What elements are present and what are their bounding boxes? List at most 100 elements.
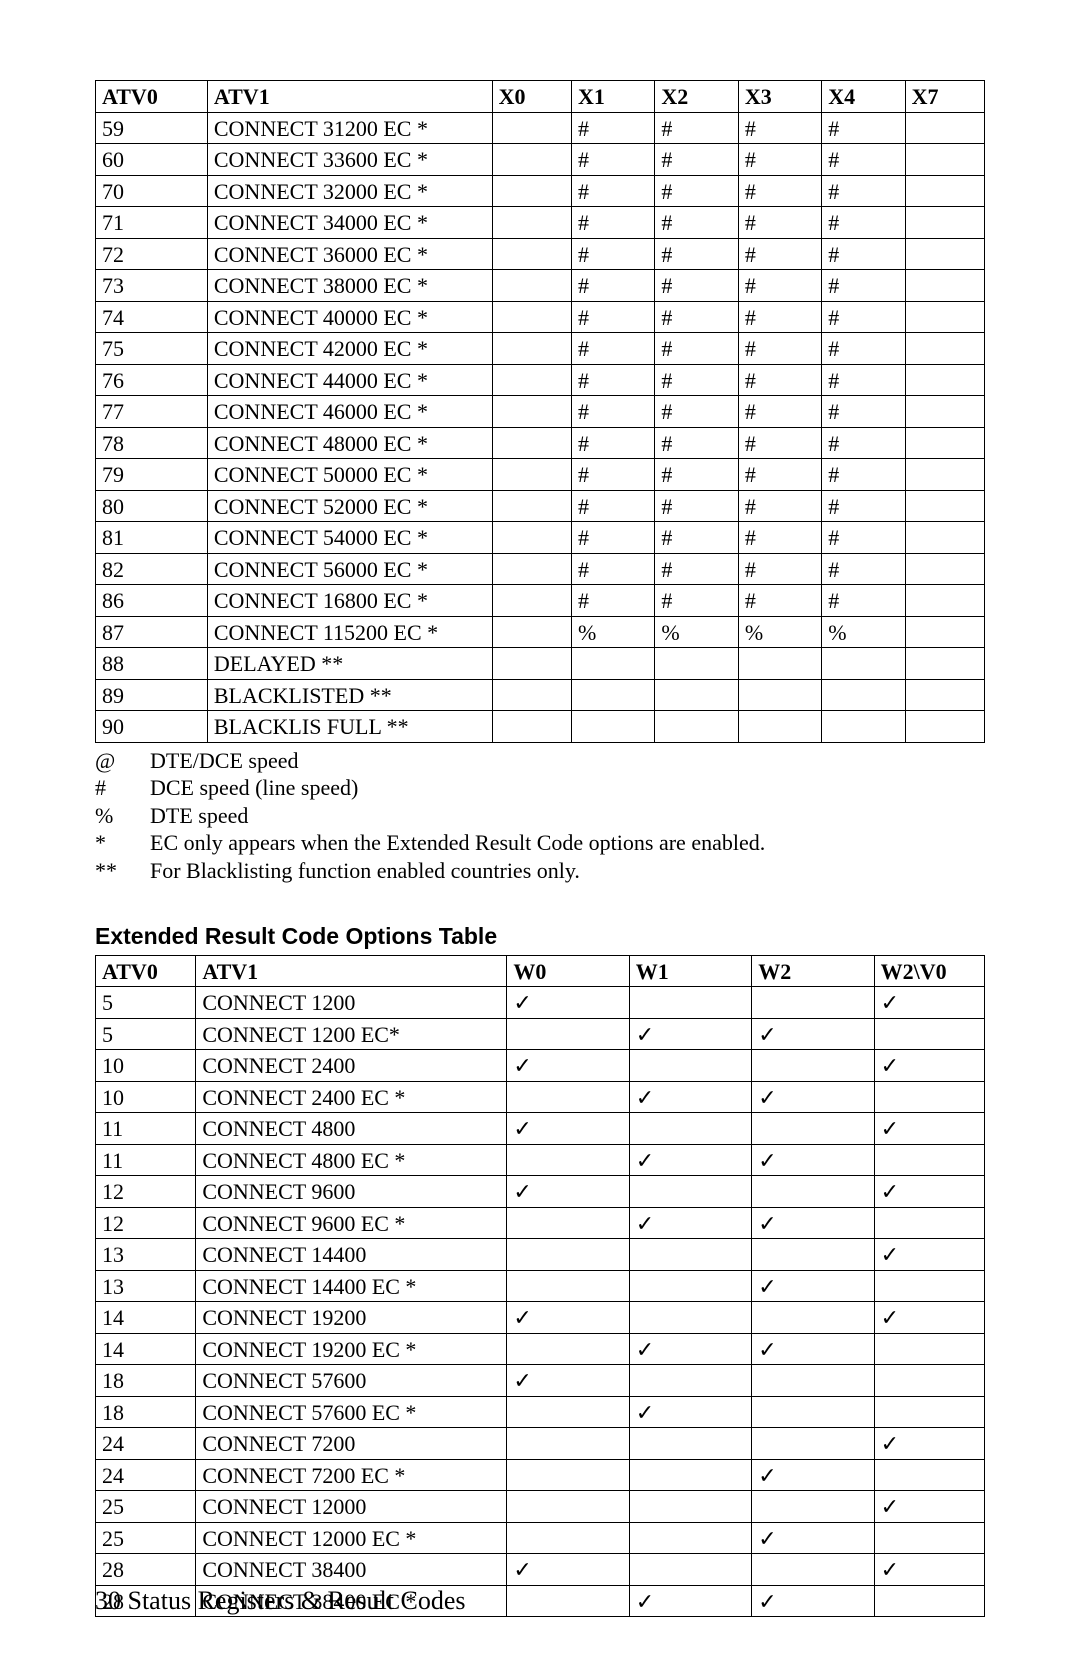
table-row: 79CONNECT 50000 EC *#### [96,459,985,491]
table-cell [629,1239,751,1271]
table-row: 28CONNECT 38400✓✓ [96,1554,985,1586]
table-cell: # [738,459,821,491]
column-header: X3 [738,81,821,113]
table-cell [492,144,571,176]
table-cell: 86 [96,585,208,617]
table-cell: 25 [96,1522,196,1554]
table-cell: % [822,616,905,648]
table-cell: % [738,616,821,648]
table-cell: # [738,553,821,585]
table-row: 78CONNECT 48000 EC *#### [96,427,985,459]
table-cell [905,490,984,522]
column-header: W2\V0 [874,955,984,987]
table-cell: ✓ [629,1333,751,1365]
table-cell [492,427,571,459]
table-cell [752,1176,874,1208]
table-cell: 80 [96,490,208,522]
table-cell: 77 [96,396,208,428]
legend-symbol: @ [95,747,150,775]
table-cell: ✓ [752,1585,874,1617]
column-header: X4 [822,81,905,113]
table-cell [655,711,738,743]
table-cell: CONNECT 48000 EC * [207,427,492,459]
table-cell: 28 [96,1554,196,1586]
table-cell: 74 [96,301,208,333]
table-row: 73CONNECT 38000 EC *#### [96,270,985,302]
table-row: 74CONNECT 40000 EC *#### [96,301,985,333]
table-cell [752,1396,874,1428]
table-cell: ✓ [629,1585,751,1617]
table-cell [752,1239,874,1271]
table-cell: 60 [96,144,208,176]
legend-row: @DTE/DCE speed [95,747,985,775]
table-cell: ✓ [507,1554,629,1586]
table-cell [738,679,821,711]
table-row: 25CONNECT 12000 EC *✓ [96,1522,985,1554]
checkmark-icon: ✓ [881,1494,899,1519]
table-cell [507,1081,629,1113]
table-cell: CONNECT 19200 [196,1302,507,1334]
table-cell: 78 [96,427,208,459]
table-cell [492,490,571,522]
table-cell: 82 [96,553,208,585]
table-cell [507,1239,629,1271]
table-row: 87CONNECT 115200 EC *%%%% [96,616,985,648]
table-cell: # [822,396,905,428]
table-cell: 81 [96,522,208,554]
checkmark-icon: ✓ [636,1589,654,1614]
table-cell: CONNECT 9600 [196,1176,507,1208]
table-cell: # [738,144,821,176]
table-cell: # [655,333,738,365]
column-header: X0 [492,81,571,113]
table-cell: CONNECT 34000 EC * [207,207,492,239]
table-cell [629,1491,751,1523]
table-cell: ✓ [752,1018,874,1050]
table-cell: 18 [96,1396,196,1428]
table-row: 75CONNECT 42000 EC *#### [96,333,985,365]
table-row: 86CONNECT 16800 EC *#### [96,585,985,617]
table-cell: # [738,112,821,144]
table-cell: 24 [96,1459,196,1491]
table-cell: # [738,396,821,428]
column-header: X2 [655,81,738,113]
table-cell [572,679,655,711]
table-cell: BLACKLIS FULL ** [207,711,492,743]
table-cell: 10 [96,1081,196,1113]
table-cell [492,616,571,648]
table-cell: CONNECT 1200 [196,987,507,1019]
checkmark-icon: ✓ [881,1116,899,1141]
table-cell [629,987,751,1019]
table-cell: # [738,490,821,522]
legend-text: EC only appears when the Extended Result… [150,829,985,857]
legend-row: *EC only appears when the Extended Resul… [95,829,985,857]
table-cell: 12 [96,1207,196,1239]
checkmark-icon: ✓ [881,1305,899,1330]
table-cell [492,333,571,365]
table-cell: CONNECT 7200 [196,1428,507,1460]
table-cell [738,648,821,680]
table-cell: # [822,585,905,617]
checkmark-icon: ✓ [513,1557,531,1582]
section-title: Extended Result Code Options Table [95,922,985,951]
legend-text: For Blacklisting function enabled countr… [150,857,985,885]
checkmark-icon: ✓ [758,1211,776,1236]
table-cell: CONNECT 115200 EC * [207,616,492,648]
table-cell: # [822,427,905,459]
table-cell: CONNECT 44000 EC * [207,364,492,396]
table-row: 82CONNECT 56000 EC *#### [96,553,985,585]
table-cell: 73 [96,270,208,302]
table-cell [752,1302,874,1334]
table-cell [905,427,984,459]
legend-symbol: ** [95,857,150,885]
checkmark-icon: ✓ [758,1148,776,1173]
table-row: 11CONNECT 4800 EC *✓✓ [96,1144,985,1176]
legend: @DTE/DCE speed#DCE speed (line speed)%DT… [95,747,985,885]
table-cell: CONNECT 32000 EC * [207,175,492,207]
table-cell: ✓ [752,1459,874,1491]
extended-result-table: ATV0ATV1W0W1W2W2\V0 5CONNECT 1200✓✓5CONN… [95,955,985,1618]
table-cell [874,1081,984,1113]
table-cell [629,1554,751,1586]
checkmark-icon: ✓ [758,1022,776,1047]
table-cell: CONNECT 9600 EC * [196,1207,507,1239]
table-cell [752,987,874,1019]
